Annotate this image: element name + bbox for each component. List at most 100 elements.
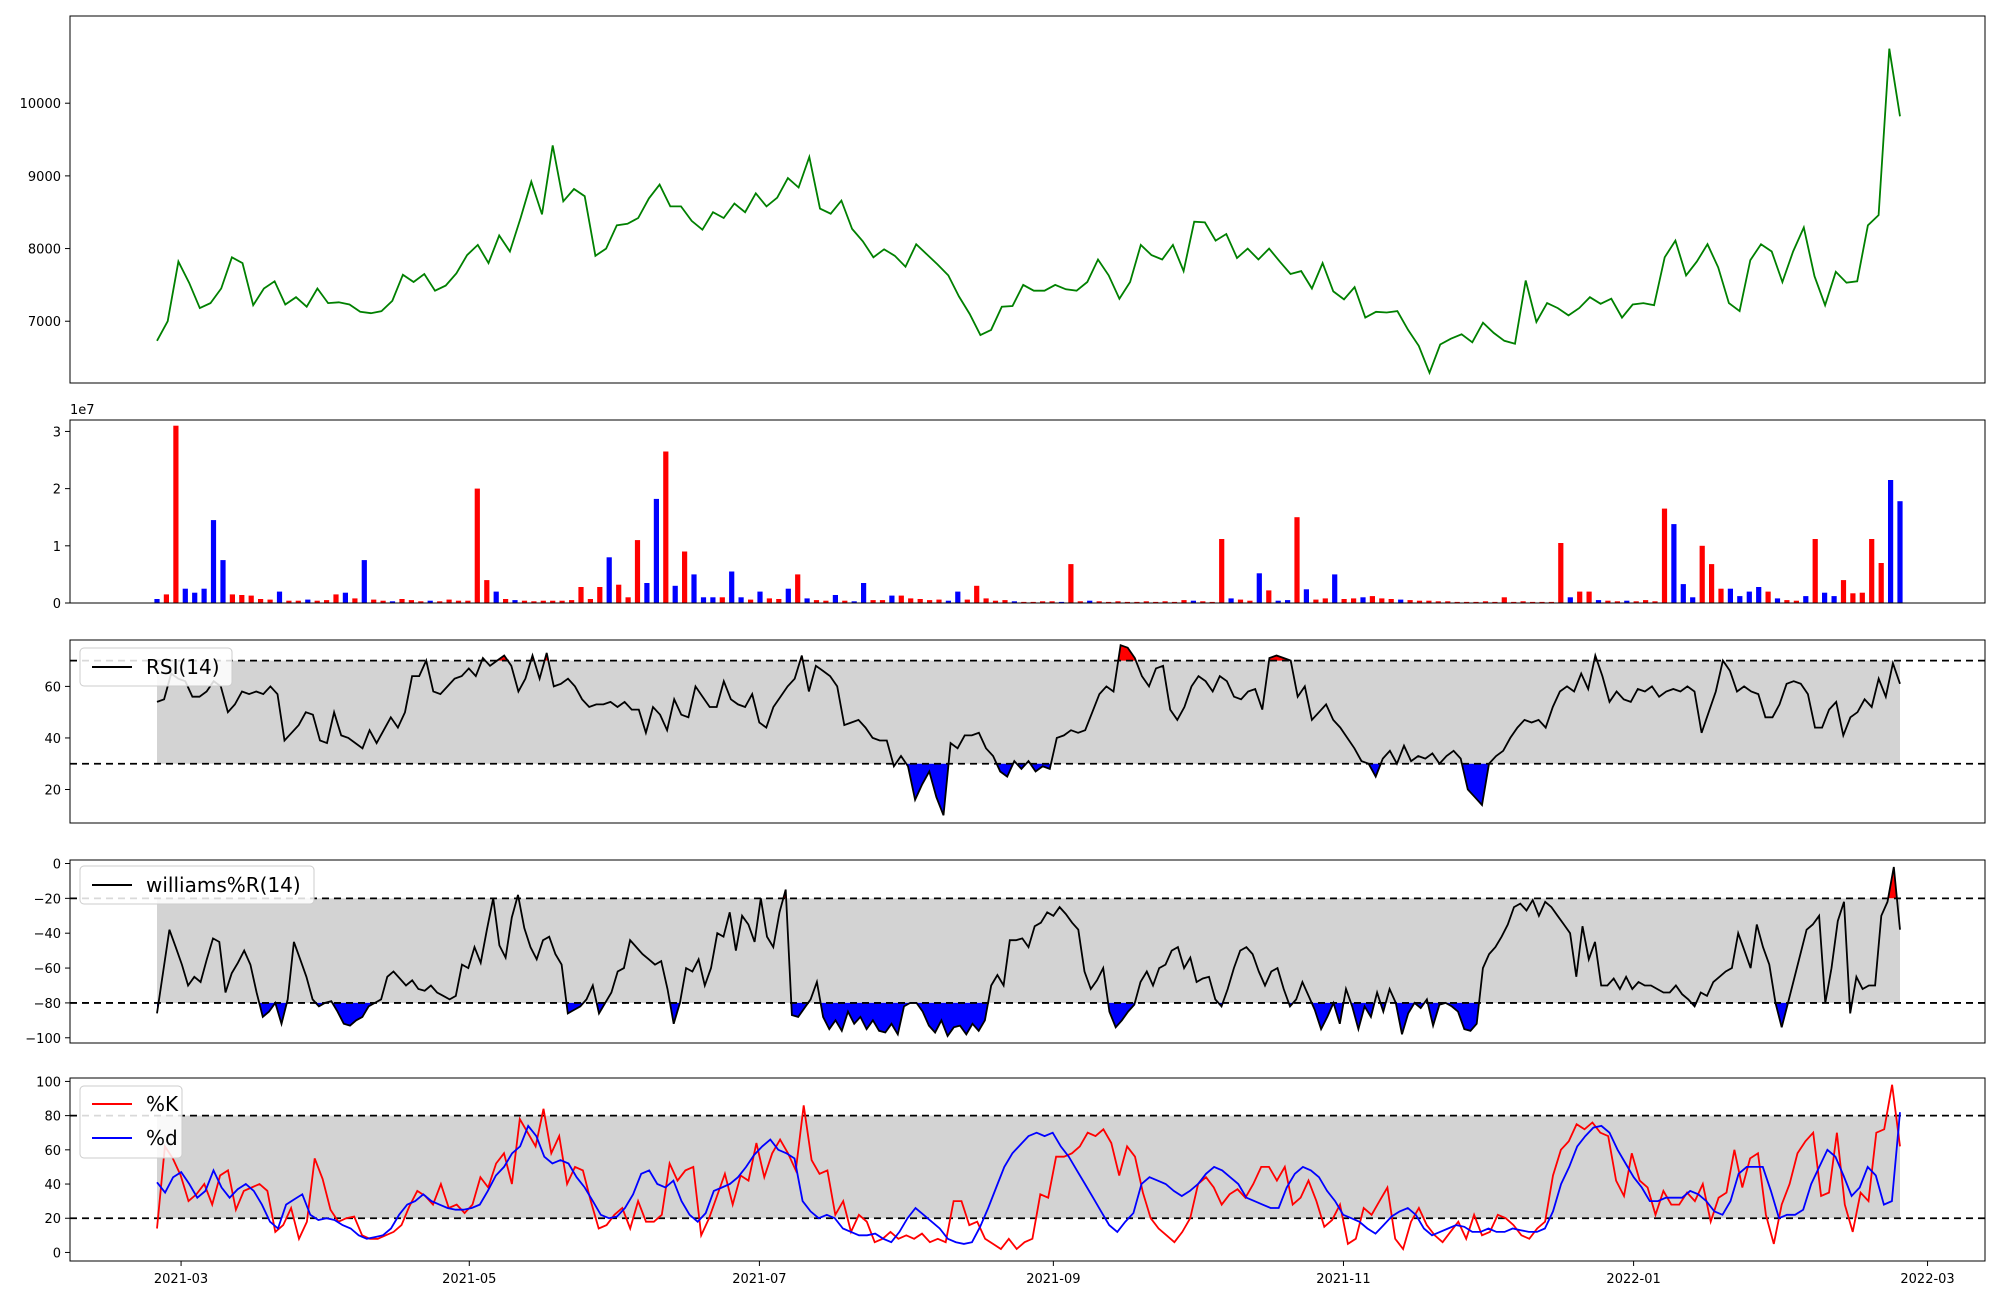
volume-bar [361, 560, 367, 603]
volume-bar [1153, 601, 1159, 603]
volume-bar [1671, 524, 1677, 603]
volume-bar [1228, 598, 1234, 603]
volume-bar [625, 597, 631, 603]
volume-bar [531, 601, 537, 603]
volume-bar [1181, 600, 1187, 603]
volume-bar [1586, 591, 1592, 603]
volume-bar [889, 595, 895, 603]
volume-bar [682, 551, 688, 603]
volume-bar [1087, 600, 1093, 603]
volume-bar [644, 583, 650, 603]
volume-bar [1595, 600, 1602, 603]
volume-bar [1040, 601, 1046, 603]
volume-bar [1822, 592, 1828, 603]
volume-bar [1878, 563, 1884, 603]
price-ytick-label: 10000 [20, 97, 61, 112]
volume-bar [295, 600, 301, 603]
volume-bar [1859, 592, 1865, 603]
volume-bar [1219, 539, 1225, 603]
volume-bar [672, 585, 678, 603]
volume-bar [239, 595, 245, 603]
stochastic-axes-frame [69, 1077, 1986, 1262]
volume-bar [258, 599, 264, 603]
volume-bar [1030, 601, 1036, 603]
volume-bar [1247, 600, 1253, 603]
volume-bar [851, 601, 857, 603]
volume-bar [1897, 501, 1903, 603]
rsi-axes-frame [69, 639, 1986, 824]
volume-bar [898, 595, 904, 603]
volume-bar [503, 599, 509, 603]
stochastic-band [157, 1115, 1900, 1219]
williams-axes-frame [69, 859, 1986, 1044]
date-tick-label: 2021-03 [154, 1272, 208, 1287]
rsi-y-ticks: 20 40 60 [44, 680, 70, 798]
volume-bar [1351, 598, 1357, 603]
volume-bar [427, 600, 433, 603]
volume-panel: 0 1 2 3 1e7 [53, 403, 1986, 612]
stochastic-ytick-label: 60 [44, 1144, 61, 1159]
volume-bar [1793, 600, 1799, 603]
volume-bar [1840, 580, 1847, 603]
volume-bar [1171, 601, 1178, 603]
volume-bar [936, 599, 942, 603]
volume-bar [870, 600, 876, 603]
volume-ytick-label: 2 [53, 483, 61, 498]
volume-exponent-label: 1e7 [70, 403, 95, 418]
volume-bar [964, 599, 970, 603]
volume-bar [1473, 601, 1479, 603]
stochastic-y-ticks: 0 20 40 60 80 100 [36, 1075, 70, 1261]
volume-ytick-label: 3 [53, 425, 61, 440]
volume-bar [1332, 574, 1338, 603]
price-ytick-label: 7000 [28, 315, 61, 330]
date-x-ticks: 2021-03 2021-05 2021-07 2021-09 2021-11 2022-… [154, 1261, 1955, 1287]
volume-y-ticks: 0 1 2 3 [53, 425, 70, 612]
volume-bar [634, 540, 641, 603]
volume-bar [1077, 601, 1083, 603]
volume-bar [1464, 601, 1470, 603]
volume-bar [540, 600, 546, 603]
volume-bar [1624, 600, 1630, 603]
volume-bar [663, 451, 669, 603]
volume-bar [1143, 601, 1149, 603]
volume-bar [578, 587, 584, 603]
price-ytick-label: 9000 [28, 170, 61, 185]
williams-ytick-label: −80 [34, 997, 61, 1012]
volume-bar [182, 588, 188, 603]
volume-bar [653, 498, 659, 603]
volume-bar [446, 599, 452, 603]
price-line [156, 48, 1901, 376]
volume-bar [389, 601, 396, 603]
date-tick-label: 2022-03 [1900, 1272, 1954, 1287]
volume-bar [1407, 600, 1413, 603]
volume-bar [276, 591, 283, 603]
volume-bar [1869, 539, 1875, 603]
volume-bar [1737, 596, 1743, 603]
volume-bar [813, 600, 820, 603]
volume-bar [493, 591, 499, 603]
volume-bar [286, 600, 292, 603]
volume-bar [1548, 601, 1554, 603]
volume-bar [1765, 591, 1771, 603]
stochastic-ytick-label: 20 [44, 1212, 61, 1227]
volume-bar [832, 595, 838, 603]
volume-bar [719, 597, 725, 603]
volume-bar [908, 598, 914, 603]
volume-bar [917, 599, 923, 603]
price-panel: 7000 8000 9000 10000 [20, 15, 1986, 384]
volume-bar [314, 600, 320, 603]
volume-ytick-label: 0 [53, 597, 61, 612]
stochastic-legend: %K %d [79, 1085, 183, 1159]
volume-bar [710, 597, 716, 603]
volume-bar [1322, 598, 1328, 603]
d-legend-label: %d [146, 1126, 178, 1150]
volume-bar [1699, 545, 1705, 603]
volume-bar [1200, 601, 1206, 603]
volume-bar [691, 574, 697, 603]
volume-bar [1209, 601, 1215, 603]
rsi-ytick-label: 20 [44, 783, 61, 798]
volume-bar [1756, 587, 1762, 603]
volume-bar [1812, 539, 1818, 603]
volume-bar [927, 600, 933, 603]
